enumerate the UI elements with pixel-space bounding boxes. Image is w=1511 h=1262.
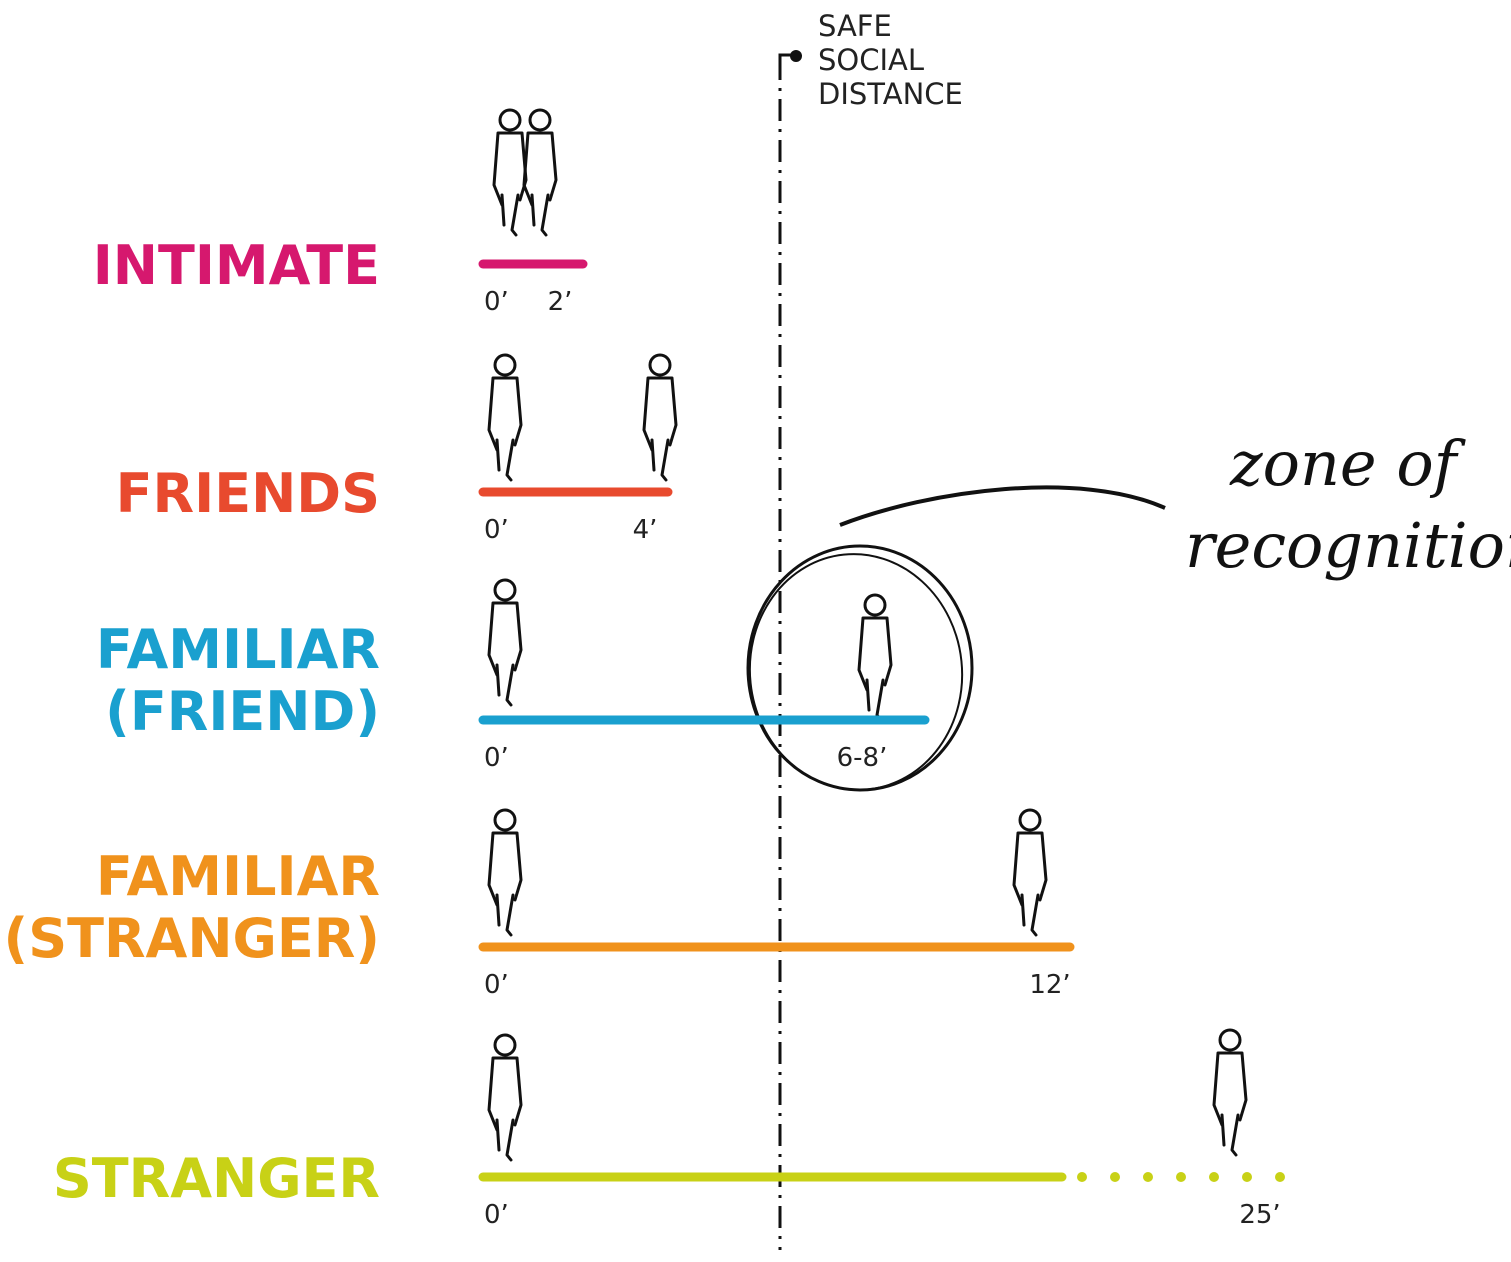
start-label: 0’ [484, 515, 509, 545]
row-label: (FRIEND) [105, 680, 380, 743]
zone-text: zone of [1229, 427, 1467, 500]
flag-dot [790, 50, 802, 62]
row-label: FRIENDS [116, 462, 380, 525]
rows: INTIMATE0’2’FRIENDS0’4’FAMILIAR(FRIEND)0… [4, 234, 1285, 1230]
end-label: 25’ [1239, 1200, 1280, 1230]
diagram: SAFESOCIALDISTANCE zone of recognition IN… [0, 0, 1511, 1262]
start-label: 0’ [484, 287, 509, 317]
distance-dot [1077, 1172, 1087, 1182]
row-label: STRANGER [53, 1147, 380, 1210]
distance-dot [1110, 1172, 1120, 1182]
safe-distance-text: SAFE [818, 9, 892, 43]
row-label: (STRANGER) [4, 907, 380, 970]
pointer [840, 487, 1165, 525]
zone-annotation: zone of recognition [1185, 427, 1511, 582]
end-label: 4’ [633, 515, 658, 545]
zone-text: recognition [1185, 509, 1511, 582]
start-label: 0’ [484, 1200, 509, 1230]
safe-distance-text: SOCIAL [818, 43, 924, 77]
distance-dot [1143, 1172, 1153, 1182]
distance-dot [1275, 1172, 1285, 1182]
safe-distance-text: DISTANCE [818, 77, 963, 111]
figures [489, 110, 1246, 1160]
row-label: FAMILIAR [96, 845, 380, 908]
row-label: FAMILIAR [96, 618, 380, 681]
end-label: 6-8’ [837, 743, 888, 773]
end-label: 2’ [548, 287, 573, 317]
distance-dot [1209, 1172, 1219, 1182]
distance-dot [1176, 1172, 1186, 1182]
row-label: INTIMATE [93, 234, 380, 297]
distance-dot [1242, 1172, 1252, 1182]
start-label: 0’ [484, 970, 509, 1000]
start-label: 0’ [484, 743, 509, 773]
end-label: 12’ [1029, 970, 1070, 1000]
